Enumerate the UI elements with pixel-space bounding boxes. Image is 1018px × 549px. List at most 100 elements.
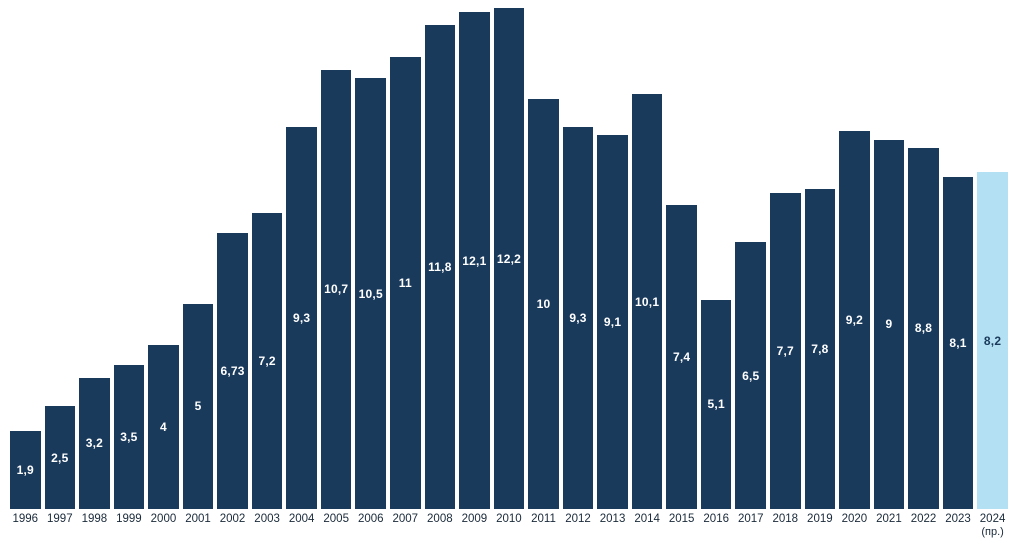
- x-tick: 2012: [563, 509, 594, 549]
- x-tick: 2008: [425, 509, 456, 549]
- bar-value-label: 10,7: [324, 282, 348, 296]
- x-tick: 2022: [908, 509, 939, 549]
- bar: 9: [874, 140, 905, 509]
- x-tick: 2004: [286, 509, 317, 549]
- bar-value-label: 11,8: [428, 260, 452, 274]
- bar-value-label: 9,1: [604, 315, 621, 329]
- x-tick-year: 2002: [220, 513, 246, 525]
- bar-value-label: 10,5: [359, 287, 383, 301]
- bar-column: 9,3: [286, 127, 317, 509]
- bar-value-label: 7,8: [811, 342, 828, 356]
- x-tick: 2014: [632, 509, 663, 549]
- bar: 7,2: [252, 213, 283, 509]
- bar: 6,5: [735, 242, 766, 509]
- bar-value-label: 8,1: [949, 336, 966, 350]
- bar: 8,8: [908, 148, 939, 509]
- x-tick-year: 2020: [842, 513, 868, 525]
- bar: 9,2: [839, 131, 870, 509]
- x-tick: 1996: [10, 509, 41, 549]
- bar-column: 10,5: [355, 78, 386, 509]
- x-tick: 2010: [494, 509, 525, 549]
- x-tick-year: 2004: [289, 513, 315, 525]
- x-tick-year: 2023: [945, 513, 971, 525]
- bar-value-label: 4: [160, 420, 167, 434]
- bar: 3,5: [114, 365, 145, 509]
- bar-column: 11,8: [425, 25, 456, 509]
- bar: 5,1: [701, 300, 732, 509]
- x-tick-year: 2009: [462, 513, 488, 525]
- x-tick: 2015: [666, 509, 697, 549]
- bar-value-label: 2,5: [51, 451, 68, 465]
- bar-value-label: 7,4: [673, 350, 690, 364]
- x-tick-year: 2007: [392, 513, 418, 525]
- x-tick-year: 2021: [876, 513, 902, 525]
- bar-value-label: 9,3: [569, 311, 586, 325]
- x-tick: 2009: [459, 509, 490, 549]
- bar-value-label: 10,1: [635, 295, 659, 309]
- bar-column: 12,2: [494, 8, 525, 509]
- bar-column: 2,5: [45, 406, 76, 509]
- x-tick-year: 2019: [807, 513, 833, 525]
- bar: 7,4: [666, 205, 697, 509]
- x-axis: 1996199719981999200020012002200320042005…: [10, 509, 1008, 549]
- bar-value-label: 10: [537, 297, 551, 311]
- bar-value-label: 6,5: [742, 369, 759, 383]
- bar-column: 9: [874, 140, 905, 509]
- x-tick: 1999: [114, 509, 145, 549]
- x-tick: 2023: [943, 509, 974, 549]
- bar-column: 7,7: [770, 193, 801, 509]
- x-tick-year: 2016: [703, 513, 729, 525]
- x-tick-year: 2008: [427, 513, 453, 525]
- x-tick-year: 2000: [151, 513, 177, 525]
- bar-chart: 1,9 2,5 3,2 3,5 4 5 6,73 7,2 9,3 10,7 10,5 11 11,8 12…: [0, 0, 1018, 549]
- bar: 2,5: [45, 406, 76, 509]
- bar-value-label: 9,2: [846, 313, 863, 327]
- x-tick-year: 2017: [738, 513, 764, 525]
- bar: 12,1: [459, 12, 490, 509]
- bar-value-label: 9,3: [293, 311, 310, 325]
- bar-column: 9,2: [839, 131, 870, 509]
- x-tick-year: 1999: [116, 513, 142, 525]
- bar-value-label: 3,2: [86, 436, 103, 450]
- bar: 8,1: [943, 177, 974, 509]
- bar: 6,73: [217, 233, 248, 509]
- bar-column: 1,9: [10, 431, 41, 509]
- x-tick: 2006: [355, 509, 386, 549]
- x-tick: 2018: [770, 509, 801, 549]
- bar-column: 9,1: [597, 135, 628, 509]
- bar-column: 5: [183, 304, 214, 509]
- x-tick: 2011: [528, 509, 559, 549]
- x-tick: 2017: [735, 509, 766, 549]
- bar: 8,2: [977, 172, 1008, 509]
- x-tick-year: 2013: [600, 513, 626, 525]
- x-tick-year: 2018: [773, 513, 799, 525]
- x-tick-year: 2011: [531, 513, 556, 525]
- bar-value-label: 12,2: [497, 252, 521, 266]
- x-tick-year: 1996: [12, 513, 38, 525]
- bar-column: 3,2: [79, 378, 110, 509]
- bar-value-label: 8,8: [915, 321, 932, 335]
- bar-value-label: 5,1: [708, 397, 725, 411]
- x-tick: 1997: [45, 509, 76, 549]
- bar-column: 7,2: [252, 213, 283, 509]
- bar-value-label: 11: [399, 276, 412, 290]
- bar-column: 6,73: [217, 233, 248, 509]
- bar-column: 8,8: [908, 148, 939, 509]
- bar: 10,5: [355, 78, 386, 509]
- x-tick-year: 2005: [323, 513, 349, 525]
- bar: 7,7: [770, 193, 801, 509]
- bar-column: 8,1: [943, 177, 974, 509]
- bar-value-label: 12,1: [462, 254, 486, 268]
- bar-column: 6,5: [735, 242, 766, 509]
- x-tick-year: 1997: [47, 513, 73, 525]
- x-tick: 2016: [701, 509, 732, 549]
- bar-column: 10,1: [632, 94, 663, 509]
- bar: 7,8: [805, 189, 836, 509]
- bar-value-label: 7,7: [777, 344, 794, 358]
- bar-value-label: 5: [195, 399, 202, 413]
- bar-column: 4: [148, 345, 179, 509]
- x-tick: 2020: [839, 509, 870, 549]
- bar-value-label: 7,2: [258, 354, 275, 368]
- x-tick: 2019: [805, 509, 836, 549]
- bar-column: 11: [390, 57, 421, 509]
